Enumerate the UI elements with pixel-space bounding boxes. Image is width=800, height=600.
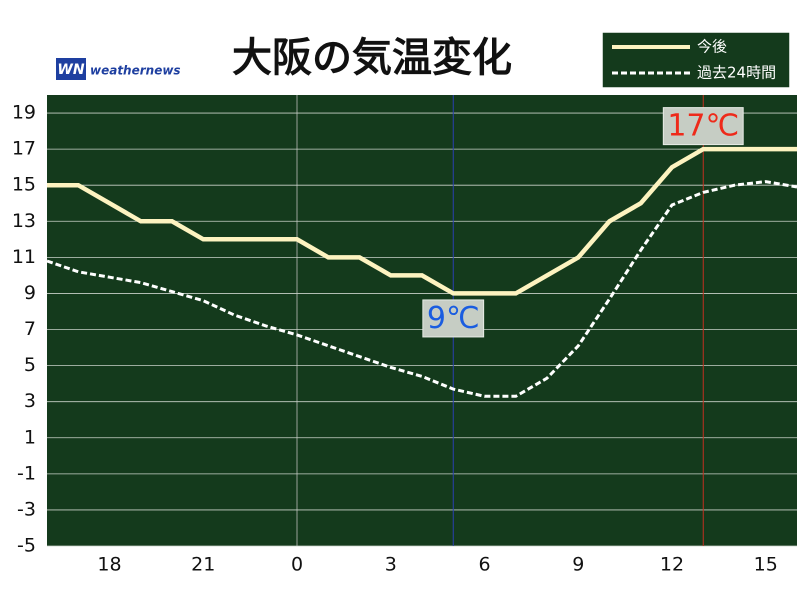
plot-area bbox=[47, 95, 797, 546]
logo: WN weathernews bbox=[56, 58, 181, 80]
x-tick-label: 3 bbox=[385, 554, 397, 576]
annotation-label: 9℃ bbox=[427, 301, 480, 336]
y-tick-label: 13 bbox=[12, 210, 36, 232]
x-tick-label: 9 bbox=[572, 554, 584, 576]
legend-label: 過去24時間 bbox=[697, 64, 776, 82]
y-tick-label: 11 bbox=[12, 246, 36, 268]
annotation-box bbox=[662, 107, 744, 146]
y-tick-label: 5 bbox=[24, 354, 36, 376]
y-tick-label: -3 bbox=[17, 498, 36, 520]
x-tick-label: 12 bbox=[660, 554, 684, 576]
annotation-label: 17℃ bbox=[667, 109, 739, 144]
x-tick-label: 18 bbox=[97, 554, 121, 576]
y-tick-label: 15 bbox=[12, 174, 36, 196]
legend-label: 今後 bbox=[697, 38, 727, 56]
y-tick-label: -1 bbox=[17, 462, 36, 484]
logo-mark: WN bbox=[57, 62, 84, 78]
chart-title: 大阪の気温変化 bbox=[232, 35, 512, 81]
y-tick-label: 19 bbox=[12, 102, 36, 124]
y-tick-label: 9 bbox=[24, 282, 36, 304]
y-tick-label: 7 bbox=[24, 318, 36, 340]
x-tick-label: 0 bbox=[291, 554, 303, 576]
x-tick-label: 15 bbox=[754, 554, 778, 576]
annotation-box bbox=[422, 299, 485, 338]
annotation: 17℃ bbox=[662, 107, 744, 146]
logo-badge bbox=[56, 58, 86, 80]
y-tick-label: 1 bbox=[24, 426, 36, 448]
y-tick-label: -5 bbox=[17, 535, 36, 557]
brand: weathernews bbox=[90, 64, 181, 78]
x-tick-label: 21 bbox=[191, 554, 215, 576]
y-tick-label: 17 bbox=[12, 138, 36, 160]
annotation: 9℃ bbox=[422, 299, 485, 338]
x-tick-label: 6 bbox=[478, 554, 490, 576]
series-line bbox=[46, 180, 798, 398]
series-line bbox=[47, 146, 797, 296]
y-tick-label: 3 bbox=[24, 390, 36, 412]
legend-box bbox=[601, 31, 791, 89]
